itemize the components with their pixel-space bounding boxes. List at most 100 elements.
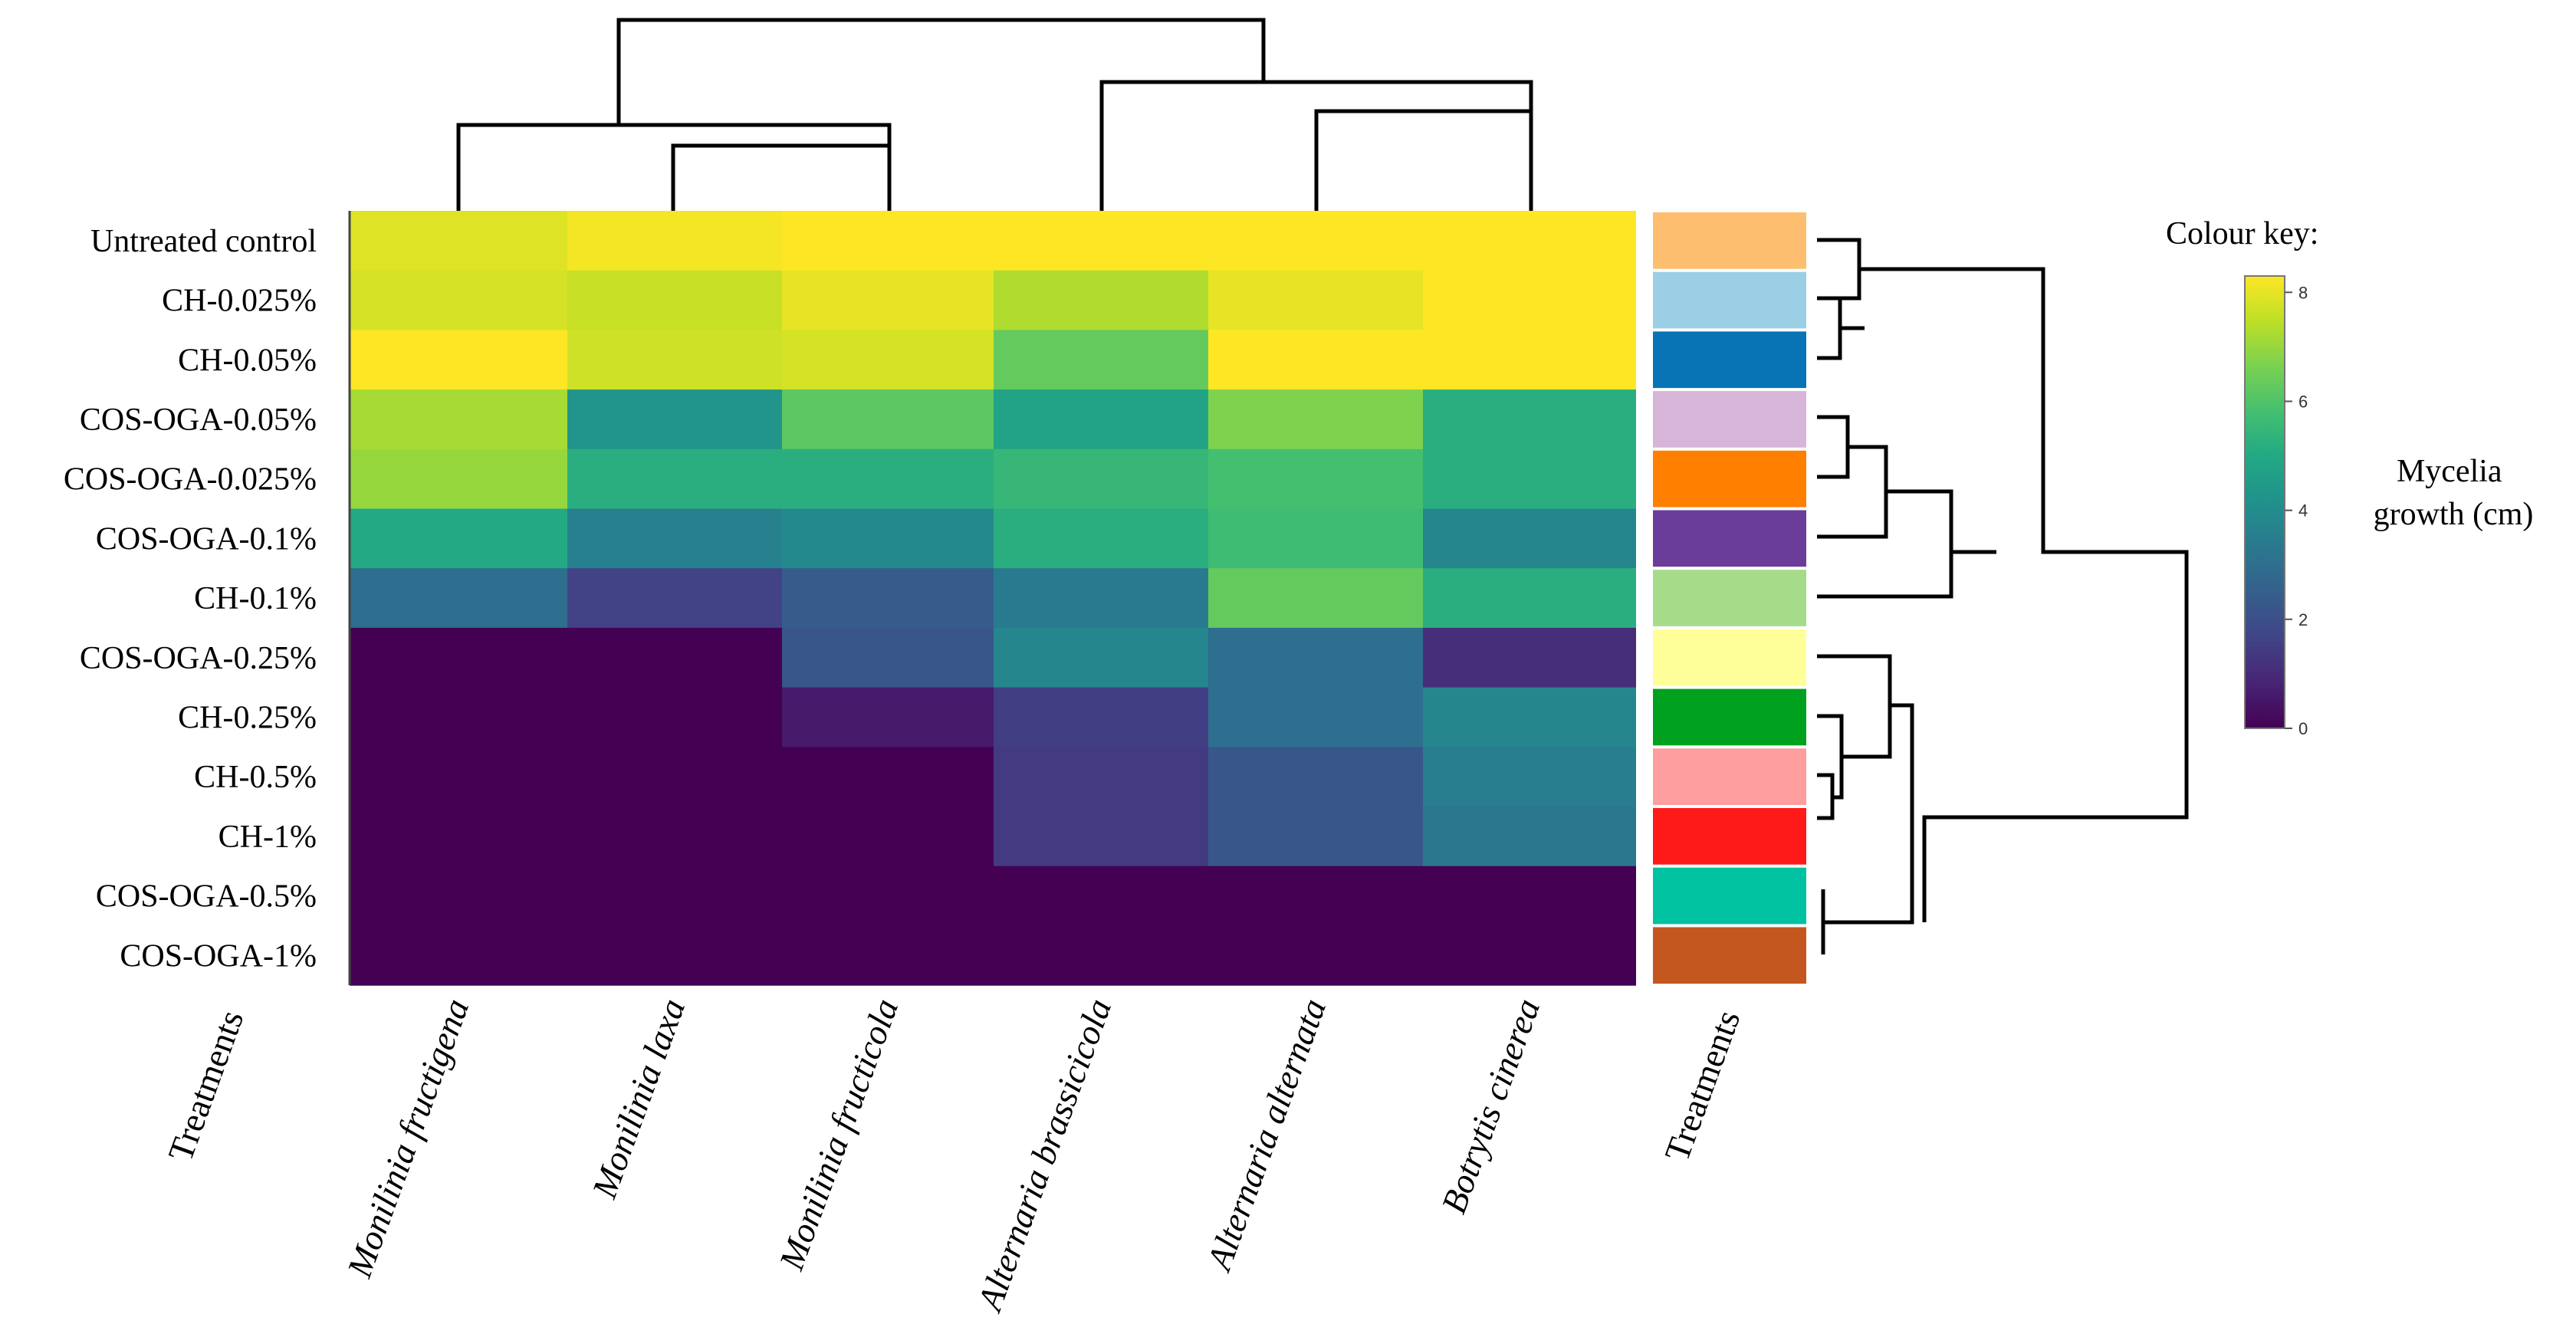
heatmap-cell [350, 389, 567, 450]
column-dendrogram-link [456, 123, 892, 211]
row-label: CH-0.1% [194, 581, 317, 616]
heatmap-cell [1208, 807, 1423, 867]
heatmap-cell [1423, 925, 1636, 986]
heatmap-cell [1423, 747, 1636, 807]
heatmap-cell [782, 866, 994, 926]
heatmap-cell [350, 508, 567, 569]
row-label: COS-OGA-0.05% [80, 402, 317, 438]
treatment-color-cell [1653, 212, 1806, 269]
column-label: Botrytis cinerea [1434, 994, 1547, 1218]
row-dendrogram-link [1823, 703, 1914, 925]
treatment-color-cell [1653, 570, 1806, 626]
row-label: CH-0.05% [178, 343, 317, 378]
heatmap-cell [782, 508, 994, 569]
row-dendrogram-link [1817, 489, 1953, 599]
heatmap-cell [567, 270, 782, 330]
row-dendrogram-link [1859, 267, 2189, 922]
row-label: Untreated control [90, 224, 317, 259]
row-label: COS-OGA-0.5% [96, 879, 317, 915]
treatment-color-cell [1653, 927, 1806, 984]
row-label: CH-0.5% [194, 760, 317, 795]
heatmap-cell [567, 627, 782, 688]
row-dendrogram-link [1817, 714, 1844, 800]
heatmap-cell [567, 687, 782, 747]
heatmap-cell [782, 747, 994, 807]
heatmap-cell [350, 568, 567, 629]
heatmap-cell [1423, 866, 1636, 926]
treatment-color-cell [1653, 867, 1806, 925]
heatmap-cell [350, 627, 567, 688]
heatmap-cell [1208, 508, 1423, 569]
heatmap-cell [1208, 568, 1423, 629]
colour-key-tick-label: 4 [2298, 501, 2308, 521]
treatment-color-cell [1653, 688, 1806, 746]
heatmap-cell [782, 389, 994, 450]
heatmap-cell [567, 807, 782, 867]
heatmap-cell [1208, 389, 1423, 450]
treatment-color-cell [1653, 391, 1806, 448]
row-labels: Untreated control CH-0.025% CH-0.05% COS-OG… [64, 224, 317, 974]
heatmap-cell [994, 211, 1208, 271]
heatmap-cell [994, 807, 1208, 867]
heatmap-cells [350, 211, 1636, 986]
heatmap-cell [782, 330, 994, 390]
heatmap-cell [1423, 687, 1636, 747]
heatmap-cell [1208, 925, 1423, 986]
heatmap-cell [567, 568, 782, 629]
colour-key-tick-label: 8 [2298, 283, 2308, 302]
column-label: Monilinia fructigena [339, 994, 476, 1283]
heatmap-cell [350, 925, 567, 986]
heatmap-cell [782, 687, 994, 747]
heatmap-cell [994, 627, 1208, 688]
heatmap-cell [1208, 211, 1423, 271]
colour-key-title: Colour key: [2166, 216, 2318, 251]
heatmap-cell [994, 389, 1208, 450]
heatmap-cell [782, 627, 994, 688]
heatmap-cell [994, 448, 1208, 510]
heatmap-cell [1208, 330, 1423, 390]
row-label: COS-OGA-0.25% [80, 641, 317, 676]
row-label: CH-0.25% [178, 701, 317, 736]
x-axis-title-right: Treatments [1657, 1005, 1747, 1166]
row-dendrogram-link [1817, 445, 1888, 539]
column-dendrogram-link [1314, 109, 1531, 211]
heatmap-cell [1423, 568, 1636, 629]
heatmap-cell [994, 508, 1208, 569]
colour-key-tick-label: 0 [2298, 719, 2308, 738]
heatmap-cell [994, 747, 1208, 807]
heatmap-cell [782, 211, 994, 271]
heatmap-cell [1423, 807, 1636, 867]
heatmap-cell [1423, 448, 1636, 510]
heatmap-cell [567, 211, 782, 271]
heatmap-cell [567, 866, 782, 926]
heatmap-cell [1423, 508, 1636, 569]
heatmap-cell [994, 866, 1208, 926]
treatment-color-cell [1653, 450, 1806, 508]
colour-key-ticks: 0 2 4 6 8 [2285, 283, 2308, 738]
colour-key-bar [2244, 275, 2285, 729]
column-dendrogram-link [616, 18, 1266, 125]
heatmap-cell [567, 925, 782, 986]
column-dendrogram-link [671, 143, 889, 211]
x-axis-title-left: Treatments [160, 1005, 251, 1166]
heatmap-cell [567, 330, 782, 390]
row-label: COS-OGA-0.1% [96, 521, 317, 557]
heatmap-cell [350, 807, 567, 867]
row-label: COS-OGA-1% [120, 938, 317, 974]
heatmap-cell [782, 807, 994, 867]
treatment-color-cell [1653, 629, 1806, 686]
treatment-color-cell [1653, 808, 1806, 865]
column-label: Monilinia laxa [584, 994, 692, 1204]
column-dendrogram-link [1099, 80, 1533, 211]
heatmap-cell [1208, 866, 1423, 926]
heatmap-cell [350, 270, 567, 330]
colour-key-label: Mycelia growth (cm) [2374, 454, 2534, 532]
row-dendrogram-link [1817, 654, 1892, 759]
heatmap-cell [994, 270, 1208, 330]
heatmap-cell [350, 448, 567, 510]
column-label: Alternaria brassicicola [969, 994, 1119, 1317]
heatmap-cell [350, 747, 567, 807]
heatmap-cell [1208, 687, 1423, 747]
heatmap-cell [1208, 627, 1423, 688]
treatment-color-cell [1653, 748, 1806, 805]
